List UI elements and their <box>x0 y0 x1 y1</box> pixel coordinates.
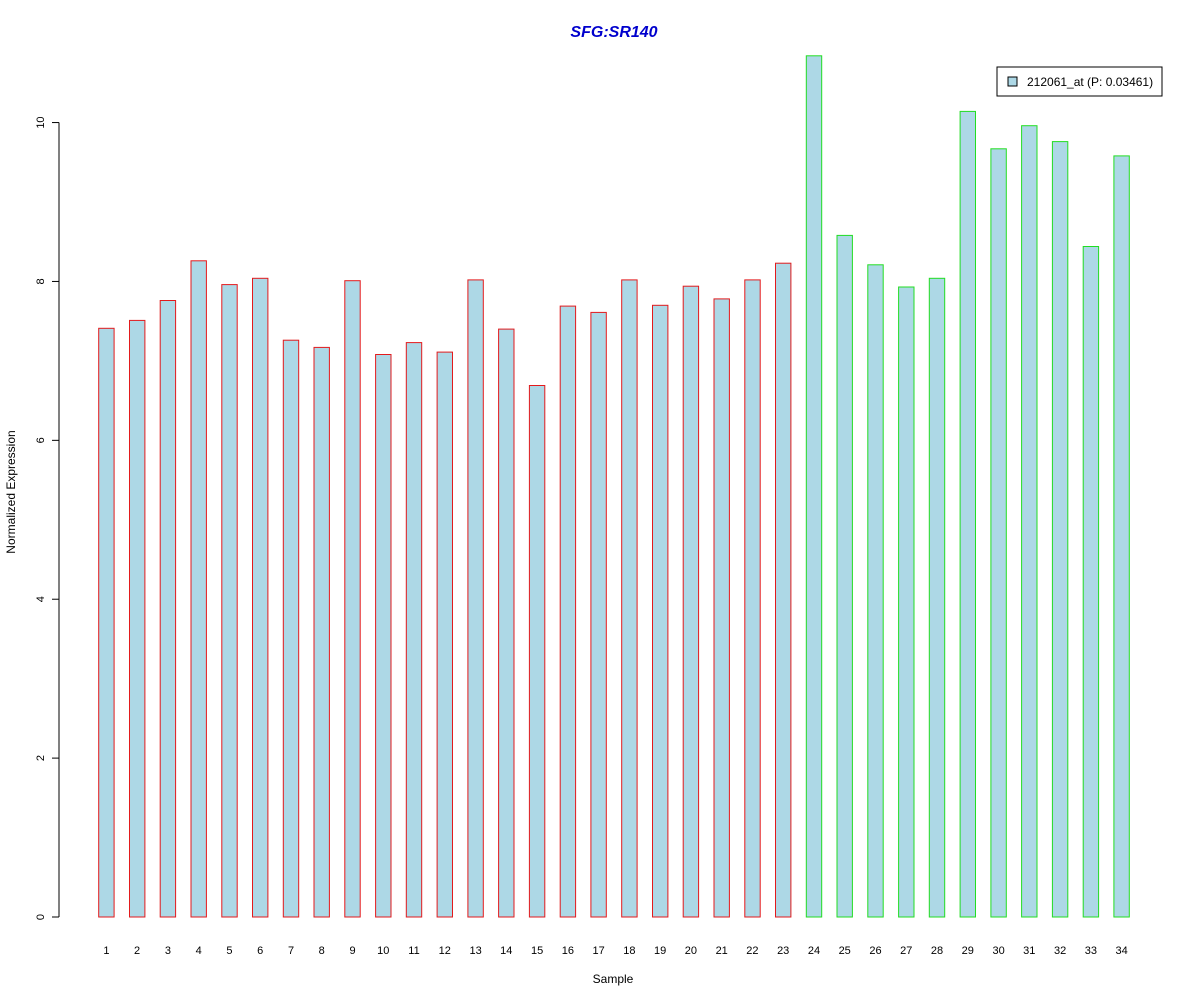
x-tick-label: 20 <box>685 945 697 957</box>
bar <box>436 351 454 918</box>
bar <box>590 311 607 918</box>
bar <box>1051 141 1069 918</box>
bar <box>652 304 669 918</box>
bar <box>959 110 976 918</box>
x-tick-label: 29 <box>962 945 974 957</box>
x-tick-label: 23 <box>777 945 789 957</box>
bar <box>682 285 700 918</box>
bar <box>190 260 207 918</box>
bar <box>805 55 823 918</box>
bar <box>559 305 577 918</box>
x-tick-label: 8 <box>319 945 325 957</box>
x-tick-label: 13 <box>469 945 481 957</box>
bar <box>282 339 300 918</box>
bar <box>313 346 330 918</box>
x-tick-label: 12 <box>439 945 451 957</box>
bar <box>1021 125 1038 918</box>
x-tick-label: 2 <box>134 945 140 957</box>
bar <box>467 279 484 918</box>
x-tick-labels: 1 2 3 4 5 6 7 8 9 10 11 12 13 14 15 16 17 18 19 20 21 22 23 24 2… <box>103 945 1127 957</box>
x-tick-label: 25 <box>839 945 851 957</box>
bar <box>498 328 515 918</box>
bar <box>159 300 177 918</box>
bar <box>898 286 915 918</box>
bar <box>621 279 638 918</box>
y-tick-label: 6 <box>35 437 47 443</box>
bar <box>836 234 853 918</box>
x-tick-label: 32 <box>1054 945 1066 957</box>
y-tick-label: 2 <box>35 755 47 761</box>
x-tick-label: 34 <box>1115 945 1127 957</box>
x-tick-label: 14 <box>500 945 512 957</box>
x-tick-label: 6 <box>257 945 263 957</box>
bar <box>221 284 238 918</box>
y-axis: 0 2 4 6 8 10 <box>35 116 60 920</box>
x-tick-label: 11 <box>408 945 419 957</box>
x-tick-label: 30 <box>992 945 1004 957</box>
chart-title: SFG:SR140 <box>570 24 657 41</box>
x-tick-label: 31 <box>1023 945 1035 957</box>
legend: 212061_at (P: 0.03461) <box>996 66 1163 97</box>
legend-swatch <box>1007 76 1018 87</box>
legend-box <box>996 66 1163 97</box>
x-tick-label: 1 <box>103 945 109 957</box>
bar <box>1082 246 1100 918</box>
x-tick-label: 17 <box>592 945 604 957</box>
x-tick-label: 28 <box>931 945 943 957</box>
y-tick-label: 10 <box>35 116 47 128</box>
y-axis-label: Normalized Expression <box>4 430 18 553</box>
y-tick-label: 4 <box>35 596 47 602</box>
x-tick-label: 16 <box>562 945 574 957</box>
x-tick-label: 18 <box>623 945 635 957</box>
bar <box>744 279 761 918</box>
bar <box>98 327 115 918</box>
x-tick-label: 19 <box>654 945 666 957</box>
x-tick-label: 4 <box>196 945 202 957</box>
x-tick-label: 24 <box>808 945 820 957</box>
bar <box>375 354 392 918</box>
x-tick-label: 15 <box>531 945 543 957</box>
bar <box>129 319 146 918</box>
bar <box>528 385 546 918</box>
bar <box>252 277 269 918</box>
x-tick-label: 5 <box>226 945 232 957</box>
x-tick-label: 21 <box>716 945 728 957</box>
bar <box>405 342 423 918</box>
bar <box>344 280 361 918</box>
bar <box>990 148 1007 918</box>
y-tick-label: 8 <box>35 278 47 284</box>
x-tick-label: 10 <box>377 945 389 957</box>
x-tick-label: 3 <box>165 945 171 957</box>
x-tick-label: 7 <box>288 945 294 957</box>
bar <box>928 277 946 918</box>
x-tick-label: 26 <box>869 945 881 957</box>
x-tick-label: 9 <box>349 945 355 957</box>
bar <box>713 298 730 918</box>
x-axis-label: Sample <box>593 972 634 986</box>
y-tick-label: 0 <box>35 914 47 920</box>
bar <box>775 262 792 918</box>
bar <box>867 264 884 918</box>
x-tick-label: 33 <box>1085 945 1097 957</box>
x-tick-label: 27 <box>900 945 912 957</box>
bars-group <box>98 55 1130 918</box>
bar <box>1113 155 1130 918</box>
x-tick-label: 22 <box>746 945 758 957</box>
legend-entry: 212061_at (P: 0.03461) <box>1027 75 1153 89</box>
